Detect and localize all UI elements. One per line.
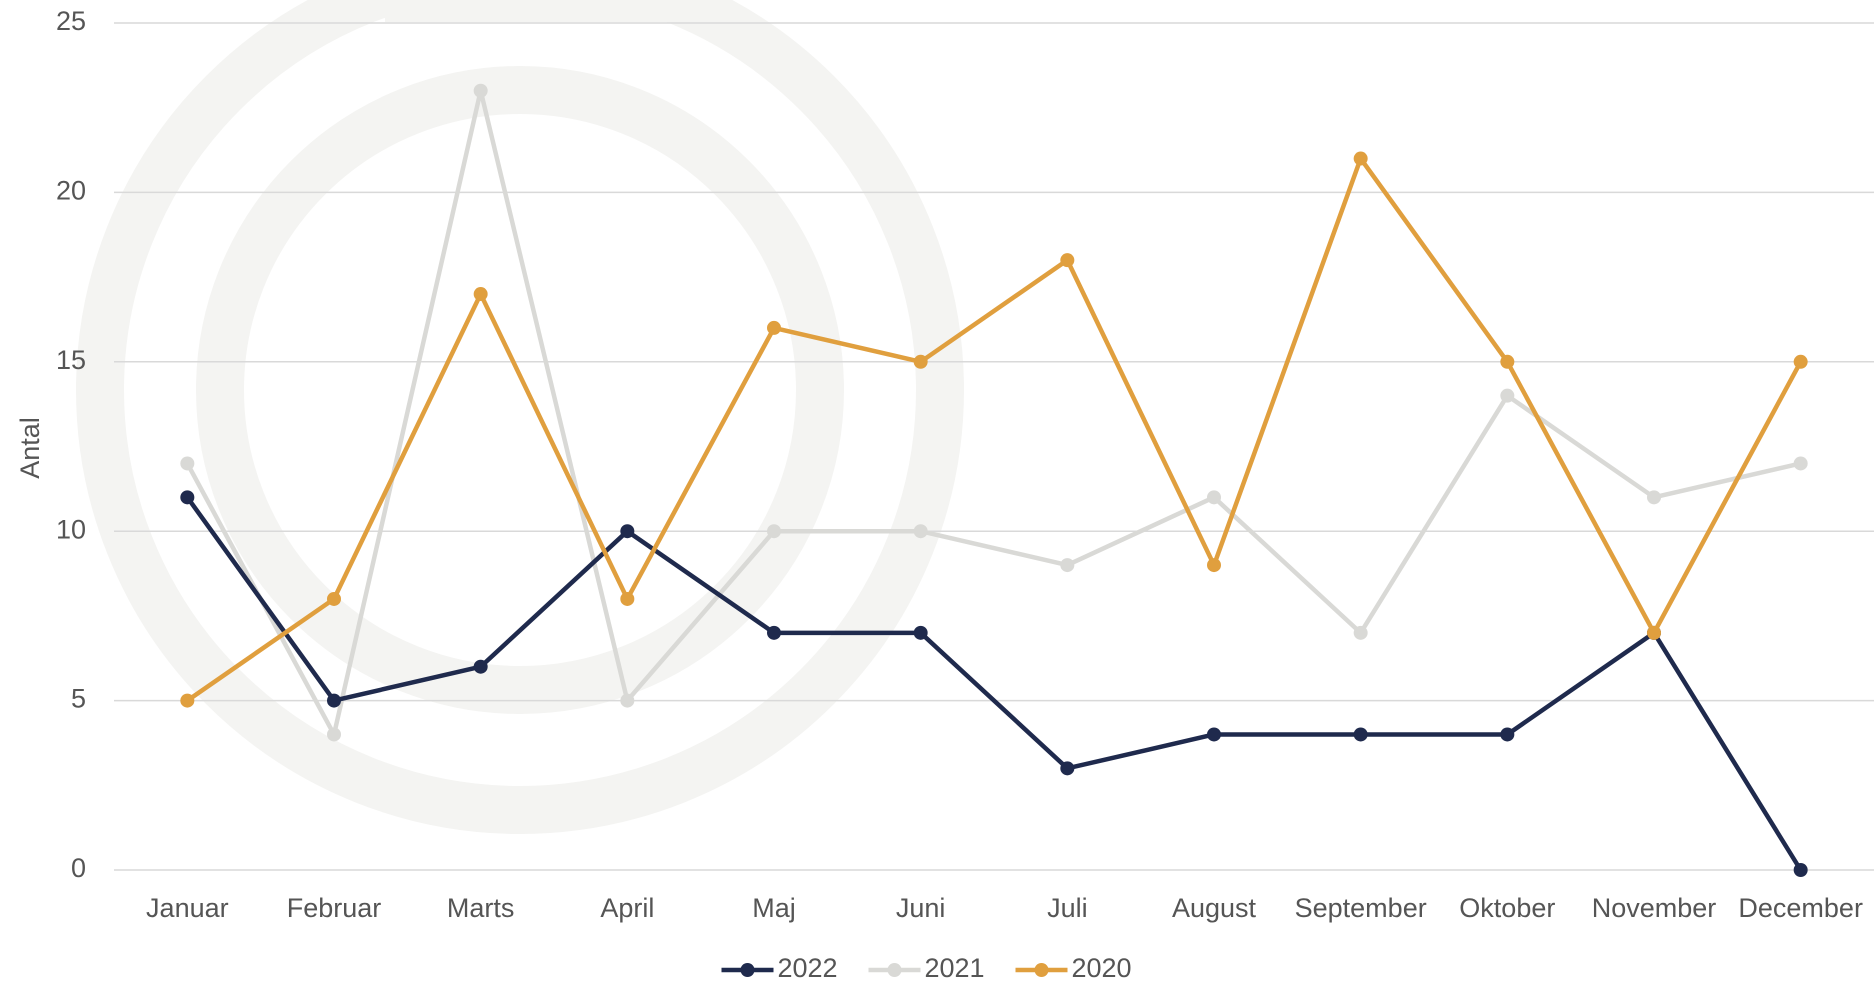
x-tick-label: August bbox=[1172, 893, 1257, 923]
legend-marker bbox=[1034, 963, 1049, 977]
data-point bbox=[1353, 151, 1368, 166]
data-point bbox=[1207, 558, 1221, 573]
data-point bbox=[767, 625, 781, 640]
data-point bbox=[1793, 863, 1808, 877]
x-tick-label: Januar bbox=[146, 893, 229, 923]
x-tick-label: December bbox=[1738, 893, 1863, 923]
data-point bbox=[1793, 456, 1808, 471]
x-tick-label: September bbox=[1295, 893, 1427, 923]
y-tick-label: 5 bbox=[71, 684, 86, 714]
x-tick-label: Februar bbox=[287, 893, 382, 923]
data-point bbox=[1060, 558, 1075, 573]
y-tick-label: 15 bbox=[56, 345, 86, 375]
data-point bbox=[1647, 490, 1661, 505]
data-point bbox=[1353, 625, 1368, 640]
y-tick-label: 25 bbox=[56, 6, 86, 36]
legend-label: 2022 bbox=[778, 953, 838, 983]
watermark-ring bbox=[196, 66, 844, 714]
data-point bbox=[1207, 727, 1221, 742]
x-tick-label: Maj bbox=[752, 893, 796, 923]
legend-label: 2021 bbox=[925, 953, 985, 983]
data-point bbox=[1060, 761, 1075, 776]
data-point bbox=[1353, 727, 1368, 742]
data-point bbox=[913, 354, 928, 369]
y-axis-label: Antal bbox=[15, 417, 45, 479]
series-line bbox=[185, 88, 1802, 737]
watermark-ring bbox=[76, 0, 964, 834]
legend-label: 2020 bbox=[1072, 953, 1132, 983]
x-tick-label: Marts bbox=[447, 893, 515, 923]
y-tick-label: 10 bbox=[56, 514, 86, 544]
y-tick-label: 20 bbox=[56, 176, 86, 206]
data-point bbox=[473, 83, 488, 98]
x-tick-label: Juli bbox=[1047, 893, 1088, 923]
data-point bbox=[620, 524, 635, 539]
data-point bbox=[473, 287, 488, 302]
data-point bbox=[180, 490, 195, 505]
watermark bbox=[76, 0, 964, 834]
x-tick-label: Juni bbox=[896, 893, 946, 923]
series-line bbox=[185, 496, 1803, 872]
x-tick-label: November bbox=[1592, 893, 1717, 923]
data-point bbox=[327, 727, 341, 742]
data-point bbox=[1500, 354, 1515, 369]
data-point bbox=[620, 693, 635, 708]
legend-marker bbox=[887, 963, 902, 977]
data-point bbox=[1793, 354, 1808, 369]
data-point bbox=[913, 625, 928, 640]
data-point bbox=[180, 693, 195, 708]
data-point bbox=[620, 591, 635, 606]
data-point bbox=[473, 659, 488, 674]
legend-marker bbox=[740, 963, 755, 977]
data-point bbox=[767, 524, 781, 539]
y-tick-label: 0 bbox=[71, 853, 86, 883]
data-point bbox=[913, 524, 928, 539]
data-point bbox=[1060, 253, 1075, 268]
data-point bbox=[180, 456, 195, 471]
data-point bbox=[767, 320, 781, 335]
data-point bbox=[1500, 388, 1515, 403]
series-line bbox=[186, 156, 1803, 703]
watermark-block bbox=[385, 0, 725, 22]
x-tick-label: April bbox=[600, 893, 654, 923]
data-point bbox=[327, 591, 341, 606]
data-point bbox=[1500, 727, 1515, 742]
data-point bbox=[327, 693, 341, 708]
data-point bbox=[1207, 490, 1221, 505]
x-tick-label: Oktober bbox=[1459, 893, 1555, 923]
data-point bbox=[1647, 625, 1661, 640]
